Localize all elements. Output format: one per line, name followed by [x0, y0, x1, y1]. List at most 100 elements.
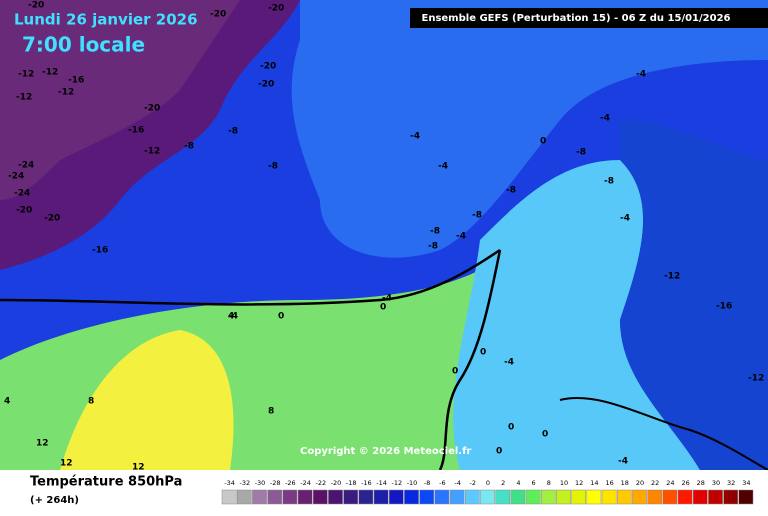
legend-label: 28 — [697, 479, 705, 487]
warm-region — [60, 330, 234, 470]
legend-swatch — [647, 489, 663, 505]
legend-swatch — [723, 489, 739, 505]
legend-swatch — [601, 489, 617, 505]
legend-label: -20 — [331, 479, 342, 487]
legend-label: -32 — [239, 479, 250, 487]
legend-swatch — [358, 489, 374, 505]
legend-label: 24 — [666, 479, 674, 487]
contour-label: -12 — [16, 93, 32, 103]
contour-label: 0 — [380, 303, 386, 313]
contour-label: -8 — [604, 177, 614, 187]
legend-swatch — [343, 489, 359, 505]
mid-region — [291, 0, 768, 258]
legend-label: -24 — [300, 479, 311, 487]
contour-label: -12 — [42, 68, 58, 78]
legend-swatch — [677, 489, 693, 505]
legend-label: 30 — [712, 479, 720, 487]
lead-time: (+ 264h) — [30, 495, 79, 506]
legend-swatch — [632, 489, 647, 505]
contour-label: 8 — [268, 407, 274, 417]
legend-swatch — [236, 489, 252, 505]
legend-label: -18 — [346, 479, 357, 487]
legend-label: -4 — [454, 479, 460, 487]
legend-swatch — [495, 489, 511, 505]
legend-label: 26 — [681, 479, 689, 487]
legend-label: 20 — [636, 479, 644, 487]
contour-label: 0 — [496, 447, 502, 457]
legend-swatch — [373, 489, 389, 505]
legend-label: -10 — [407, 479, 418, 487]
legend-label: 14 — [590, 479, 598, 487]
legend-swatch — [556, 489, 571, 505]
legend-label: 2 — [501, 479, 505, 487]
contour-label: -12 — [18, 70, 34, 80]
legend-swatch — [738, 489, 754, 505]
legend-swatch — [571, 489, 587, 505]
contour-label: -12 — [748, 374, 764, 384]
contour-label: 4 — [4, 397, 10, 407]
contour-label: -8 — [228, 127, 238, 137]
contour-label: 0 — [452, 367, 458, 377]
contour-label: -20 — [258, 80, 274, 90]
legend: -34 -32 -30 -28 -26 -24 -22 -20 -18 -16 -14 -12 -10-… — [221, 479, 754, 505]
contour-labels: -20-20-20-12 -12-16-12 -12-20-20-20-16 -8-8… — [4, 1, 764, 473]
contour-label: -8 — [268, 162, 278, 172]
contour-label: -20 — [28, 1, 44, 11]
legend-label: -8 — [424, 479, 430, 487]
contour-label: 0 — [480, 348, 486, 358]
contour-label: -16 — [716, 302, 732, 312]
legend-label: -2 — [470, 479, 476, 487]
contour-label: 0 — [508, 423, 514, 433]
contour-label: -24 — [14, 189, 30, 199]
legend-label: 6 — [532, 479, 536, 487]
legend-label: 12 — [575, 479, 583, 487]
contour-label: -8 — [472, 211, 482, 221]
contour-label: -20 — [16, 206, 32, 216]
date: Lundi 26 janvier 2026 — [14, 11, 198, 29]
legend-swatch — [510, 489, 526, 505]
contour-label: -4 — [410, 132, 420, 142]
legend-label: -22 — [315, 479, 326, 487]
legend-label: 32 — [727, 479, 735, 487]
contour-label: -8 — [576, 148, 586, 158]
legend-swatch — [449, 489, 465, 505]
contour-label: -20 — [44, 214, 60, 224]
legend-label: -26 — [285, 479, 296, 487]
legend-label: -6 — [439, 479, 445, 487]
contour-label: -8 — [506, 186, 516, 196]
legend-swatch — [464, 489, 480, 505]
contour-label: -4 — [438, 162, 448, 172]
time: 7:00 locale — [22, 33, 145, 57]
contour-label: 12 — [36, 439, 49, 449]
legend-swatch — [662, 489, 678, 505]
contour-label: -4 — [228, 312, 238, 322]
contour-label: -4 — [600, 114, 610, 124]
legend-label: -12 — [391, 479, 402, 487]
contour-label: -8 — [184, 142, 194, 152]
legend-swatch — [297, 489, 313, 505]
contour-label: -24 — [8, 172, 24, 182]
contour-label: -4 — [382, 294, 392, 304]
zero-isotherm — [0, 248, 501, 306]
contour-label: -4 — [504, 358, 514, 368]
legend-swatch — [282, 489, 298, 505]
contour-label: -12 — [664, 272, 680, 282]
contour-label: -8 — [430, 227, 440, 237]
contour-label: 12 — [132, 463, 145, 473]
contour-label: 8 — [88, 397, 94, 407]
legend-swatch — [540, 489, 556, 505]
legend-swatch — [616, 489, 632, 505]
zero-isotherm — [559, 397, 768, 471]
legend-swatch — [328, 489, 343, 505]
legend-label: 22 — [651, 479, 659, 487]
contour-label: -20 — [210, 10, 226, 20]
contour-label: -12 — [144, 147, 160, 157]
legend-label: 18 — [621, 479, 629, 487]
legend-swatch — [692, 489, 708, 505]
legend-label: 8 — [547, 479, 551, 487]
legend-label: 16 — [605, 479, 613, 487]
legend-swatch — [388, 489, 404, 505]
contour-label: 0 — [540, 137, 546, 147]
contour-label: -4 — [636, 70, 646, 80]
